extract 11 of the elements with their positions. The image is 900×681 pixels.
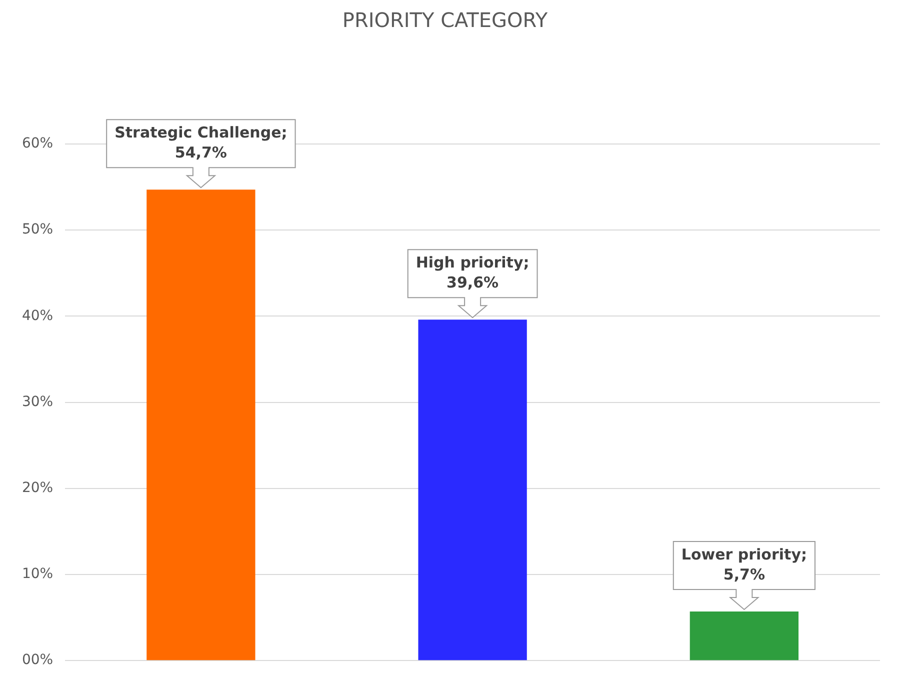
y-tick-label: 40% [22,308,54,324]
y-tick-label: 10% [22,566,54,582]
y-tick-label: 00% [22,652,54,668]
data-label: Strategic Challenge; 54,7% [114,124,288,162]
y-tick-label: 50% [22,222,54,238]
y-tick-label: 30% [22,394,54,410]
y-tick-label: 60% [22,136,54,152]
data-label: Lower priority; 5,7% [681,545,807,584]
data-label: High priority; 39,6% [416,254,530,292]
chart-title: PRIORITY CATEGORY [342,8,548,32]
y-tick-label: 20% [22,480,54,496]
